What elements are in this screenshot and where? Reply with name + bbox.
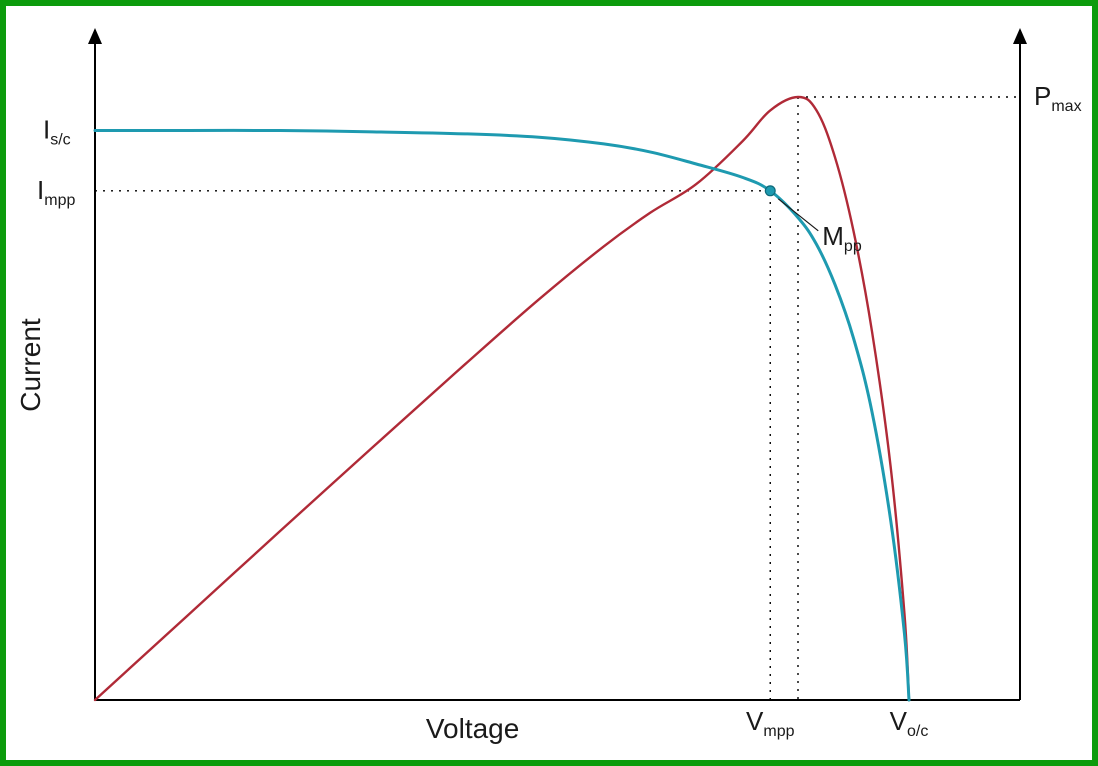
y-axis-label: Current (15, 318, 46, 412)
outer-border (3, 3, 1095, 763)
chart-frame: CurrentVoltageIs/cImppVmppVo/cPmaxMpp (0, 0, 1098, 766)
x-axis-label: Voltage (426, 713, 519, 744)
mpp-marker (765, 186, 775, 196)
iv-pv-chart: CurrentVoltageIs/cImppVmppVo/cPmaxMpp (0, 0, 1098, 766)
